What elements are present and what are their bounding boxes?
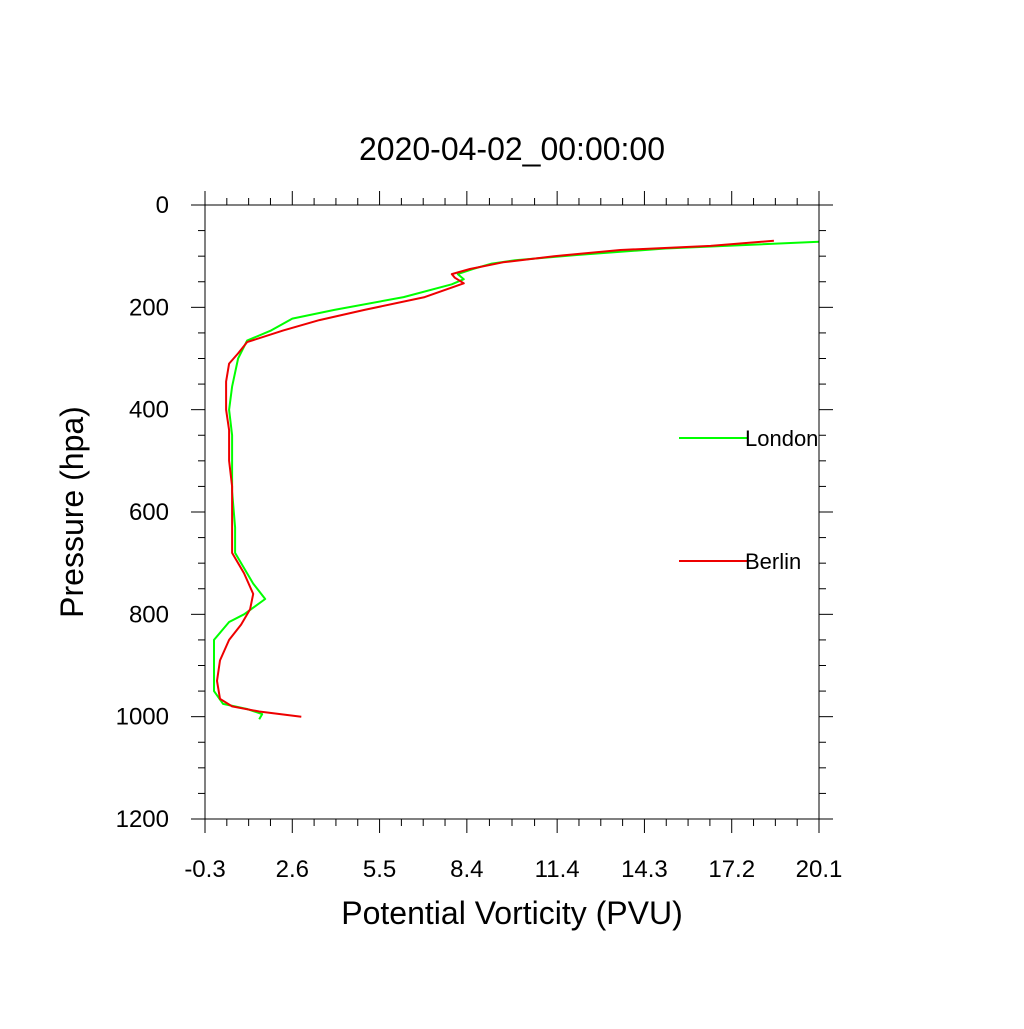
series-layer bbox=[214, 241, 819, 719]
y-tick-label: 1200 bbox=[116, 806, 169, 833]
y-tick-label: 400 bbox=[129, 397, 169, 424]
legend: London Berlin bbox=[679, 426, 818, 574]
series-line-berlin bbox=[217, 241, 774, 717]
y-tick-label: 200 bbox=[129, 294, 169, 321]
x-tick-label: 14.3 bbox=[621, 856, 668, 883]
y-tick-label: 0 bbox=[156, 192, 169, 219]
series-line-london bbox=[214, 242, 819, 719]
y-tick-label: 1000 bbox=[116, 704, 169, 731]
x-tick-label: 11.4 bbox=[535, 856, 580, 883]
legend-label-berlin: Berlin bbox=[745, 549, 801, 574]
x-tick-label: 17.2 bbox=[708, 856, 755, 883]
y-tick-label: 600 bbox=[129, 499, 169, 526]
x-tick-label: 8.4 bbox=[450, 856, 483, 883]
x-tick-label: -0.3 bbox=[184, 856, 225, 883]
plot-frame bbox=[205, 205, 819, 819]
x-tick-label: 5.5 bbox=[363, 856, 396, 883]
legend-label-london: London bbox=[745, 426, 818, 451]
x-tick-label: 2.6 bbox=[276, 856, 309, 883]
x-axis-label: Potential Vorticity (PVU) bbox=[341, 895, 682, 931]
axes-layer: -0.3 2.6 5.5 8.4 11.4 14.3 17.2 20.1 0 200 400 600 8… bbox=[116, 191, 843, 883]
y-tick-label: 800 bbox=[129, 601, 169, 628]
y-axis-label: Pressure (hpa) bbox=[54, 406, 90, 618]
x-tick-label: 20.1 bbox=[796, 856, 843, 883]
chart-title: 2020-04-02_00:00:00 bbox=[359, 131, 665, 167]
